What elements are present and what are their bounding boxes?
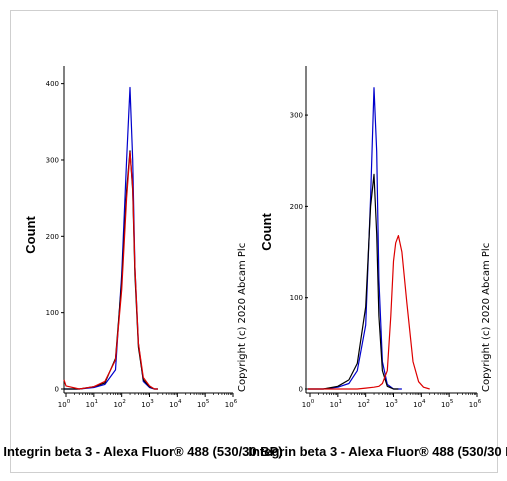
histogram-series-3	[63, 151, 158, 390]
y-tick-label: 100	[290, 294, 303, 302]
y-tick-label: 200	[290, 203, 303, 211]
x-tick-label: 105	[197, 399, 210, 409]
x-tick-label: 101	[330, 399, 342, 409]
x-tick-label: 102	[357, 399, 369, 409]
x-tick-label: 103	[141, 399, 154, 409]
y-tick-label: 300	[46, 156, 59, 164]
figure-frame	[10, 10, 498, 473]
x-axis-label: Integrin beta 3 - Alexa Fluor® 488 (530/…	[248, 444, 507, 459]
copyright-notice-2: Copyright (c) 2020 Abcam Plc	[481, 243, 492, 392]
y-tick-label: 300	[290, 112, 303, 120]
x-tick-label: 101	[86, 399, 98, 409]
y-axis-label: Count	[259, 213, 274, 251]
x-tick-label: 105	[441, 399, 454, 409]
x-tick-label: 100	[58, 399, 71, 409]
histogram-series-2	[64, 150, 158, 390]
x-axis-label: Integrin beta 3 - Alexa Fluor® 488 (530/…	[3, 444, 282, 459]
y-tick-label: 400	[46, 80, 59, 88]
copyright-notice-1: Copyright (c) 2020 Abcam Plc	[237, 243, 248, 392]
x-tick-label: 100	[302, 399, 315, 409]
x-tick-label: 102	[113, 399, 125, 409]
y-tick-label: 200	[46, 233, 59, 241]
histogram-series-1	[308, 87, 402, 390]
histogram-panel-1: Count 0 100 200 300 400 100 101 102 103 104 105 10…	[3, 66, 283, 459]
y-tick-label: 100	[46, 309, 59, 317]
x-tick-label: 103	[385, 399, 398, 409]
y-axis-label: Count	[23, 216, 38, 254]
x-tick-label: 106	[225, 399, 238, 409]
x-tick-label: 104	[413, 399, 426, 409]
histogram-series-1	[64, 86, 158, 390]
histogram-series-2	[308, 173, 399, 390]
histogram-series-3	[308, 235, 430, 390]
y-tick-label: 0	[299, 386, 303, 394]
x-tick-label: 106	[469, 399, 482, 409]
x-tick-label: 104	[169, 399, 182, 409]
y-tick-label: 0	[55, 386, 59, 394]
histogram-panel-2: Count 0 100 200 300 100 101 102 103 104 105 106 I…	[248, 66, 507, 459]
